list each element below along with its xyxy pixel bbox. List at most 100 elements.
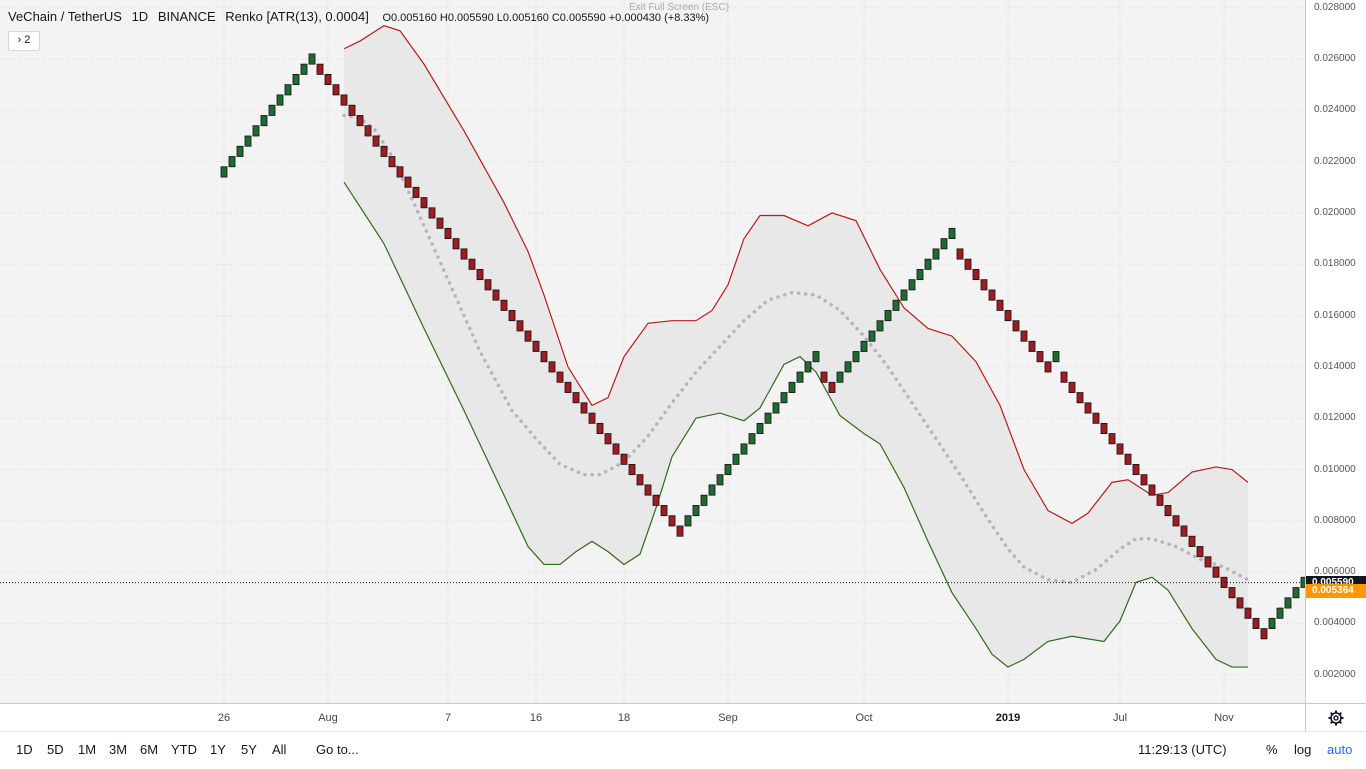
- renko-brick-up: [244, 135, 252, 147]
- price-tick-label: 0.028000: [1314, 1, 1356, 13]
- renko-brick-down: [1060, 371, 1068, 383]
- timeframe-1d[interactable]: 1D: [16, 742, 33, 757]
- price-tick-label: 0.004000: [1314, 617, 1356, 629]
- bb-basis-price-label: 0.005364: [1306, 584, 1366, 599]
- renko-bricks: [220, 53, 1305, 640]
- renko-brick-down: [668, 515, 676, 527]
- renko-brick-down: [628, 463, 636, 476]
- renko-brick-down: [1124, 453, 1132, 465]
- renko-brick-down: [444, 227, 452, 240]
- timeframe-6m[interactable]: 6M: [140, 742, 159, 757]
- renko-brick-down: [588, 412, 596, 424]
- time-tick-label: Sep: [718, 712, 738, 724]
- renko-brick-down: [532, 340, 540, 352]
- renko-brick-down: [540, 351, 548, 363]
- timeframe-ytd[interactable]: YTD: [171, 742, 197, 757]
- log-scale-toggle[interactable]: log: [1294, 742, 1312, 757]
- renko-brick-down: [420, 197, 428, 209]
- renko-brick-down: [1100, 422, 1108, 435]
- chart-pane[interactable]: Exit Full Screen (ESC) VeChain / TetherU…: [0, 0, 1305, 703]
- timeframe-1m[interactable]: 1M: [78, 742, 97, 757]
- renko-brick-up: [1284, 597, 1292, 609]
- timeframe-5d[interactable]: 5D: [47, 742, 64, 757]
- legend-header: VeChain / TetherUS 1D BINANCE Renko [ATR…: [8, 9, 709, 24]
- renko-brick-up: [764, 412, 772, 424]
- renko-brick-down: [1172, 515, 1180, 527]
- renko-brick-up: [260, 115, 268, 127]
- renko-brick-down: [524, 330, 532, 342]
- renko-brick-down: [1092, 412, 1100, 424]
- renko-brick-down: [324, 74, 332, 86]
- time-tick-label: 2019: [995, 712, 1021, 724]
- timeframe-5y[interactable]: 5Y: [241, 742, 257, 757]
- renko-brick-down: [956, 248, 964, 260]
- renko-brick-down: [380, 145, 388, 157]
- chart-settings-button[interactable]: [1305, 703, 1366, 731]
- renko-brick-down: [340, 94, 348, 106]
- renko-brick-up: [724, 463, 732, 476]
- renko-brick-down: [436, 217, 444, 229]
- renko-brick-down: [484, 279, 492, 291]
- renko-brick-down: [508, 310, 516, 322]
- timeframe-1y[interactable]: 1Y: [210, 742, 226, 757]
- timeframe-all[interactable]: All: [272, 742, 287, 757]
- renko-brick-up: [228, 156, 236, 168]
- renko-brick-down: [596, 422, 604, 435]
- renko-chart-plot[interactable]: [0, 0, 1305, 703]
- bollinger-band-fill: [344, 25, 1248, 668]
- timeframe-3m[interactable]: 3M: [109, 742, 128, 757]
- price-tick-label: 0.022000: [1314, 155, 1356, 167]
- time-tick-label: 18: [617, 712, 631, 724]
- renko-brick-down: [1244, 607, 1252, 619]
- renko-brick-down: [1260, 628, 1268, 640]
- renko-brick-up: [252, 125, 260, 137]
- utc-clock[interactable]: 11:29:13 (UTC): [1138, 742, 1227, 757]
- chart-style-label: Renko [ATR(13), 0.0004]: [225, 9, 369, 24]
- renko-brick-down: [332, 84, 340, 96]
- renko-brick-down: [1076, 392, 1084, 404]
- renko-brick-down: [1180, 525, 1188, 537]
- auto-scale-toggle[interactable]: auto: [1327, 742, 1353, 757]
- percent-scale-toggle[interactable]: %: [1266, 742, 1278, 757]
- exit-fullscreen-hint[interactable]: Exit Full Screen (ESC): [629, 2, 730, 13]
- renko-brick-down: [1196, 546, 1204, 558]
- time-axis[interactable]: 26 Aug 7 16 18 Sep Oct 2019 Jul Nov: [0, 703, 1305, 731]
- renko-brick-up: [852, 351, 860, 363]
- renko-brick-down: [460, 248, 468, 260]
- renko-brick-up: [796, 371, 804, 383]
- renko-brick-up: [1052, 351, 1060, 363]
- upper-band-line: [343, 24, 1249, 525]
- time-tick-label: 7: [444, 712, 452, 724]
- renko-brick-down: [828, 381, 836, 393]
- renko-brick-down: [556, 371, 564, 383]
- renko-brick-up: [276, 94, 284, 106]
- renko-brick-up: [284, 84, 292, 96]
- renko-brick-up: [292, 74, 300, 86]
- renko-brick-down: [612, 443, 620, 455]
- symbol-name[interactable]: VeChain / TetherUS: [8, 9, 122, 24]
- collapse-legend-button[interactable]: › 2: [8, 31, 40, 51]
- renko-brick-up: [900, 289, 908, 301]
- renko-brick-up: [772, 402, 780, 414]
- renko-brick-down: [1156, 494, 1164, 506]
- bollinger-band-lines: [342, 24, 1250, 668]
- ohlc-values: O0.005160 H0.005590 L0.005160 C0.005590 …: [382, 12, 710, 24]
- renko-brick-up: [908, 279, 916, 291]
- renko-brick-down: [500, 299, 508, 311]
- renko-brick-up: [268, 104, 276, 116]
- renko-brick-up: [220, 166, 228, 178]
- renko-brick-up: [812, 351, 820, 363]
- time-tick-label: 16: [529, 712, 543, 724]
- renko-brick-down: [1164, 505, 1172, 517]
- renko-brick-up: [916, 268, 924, 281]
- bottom-toolbar: 1D 5D 1M 3M 6M YTD 1Y 5Y All Go to... 11:29:13 (…: [0, 731, 1366, 769]
- renko-brick-up: [1292, 587, 1300, 599]
- renko-brick-down: [1004, 310, 1012, 322]
- renko-brick-up: [948, 227, 956, 240]
- renko-brick-up: [860, 340, 868, 352]
- renko-brick-down: [676, 525, 684, 537]
- renko-brick-up: [788, 381, 796, 393]
- renko-brick-down: [988, 289, 996, 301]
- renko-brick-up: [1276, 607, 1284, 619]
- goto-date-button[interactable]: Go to...: [316, 742, 359, 757]
